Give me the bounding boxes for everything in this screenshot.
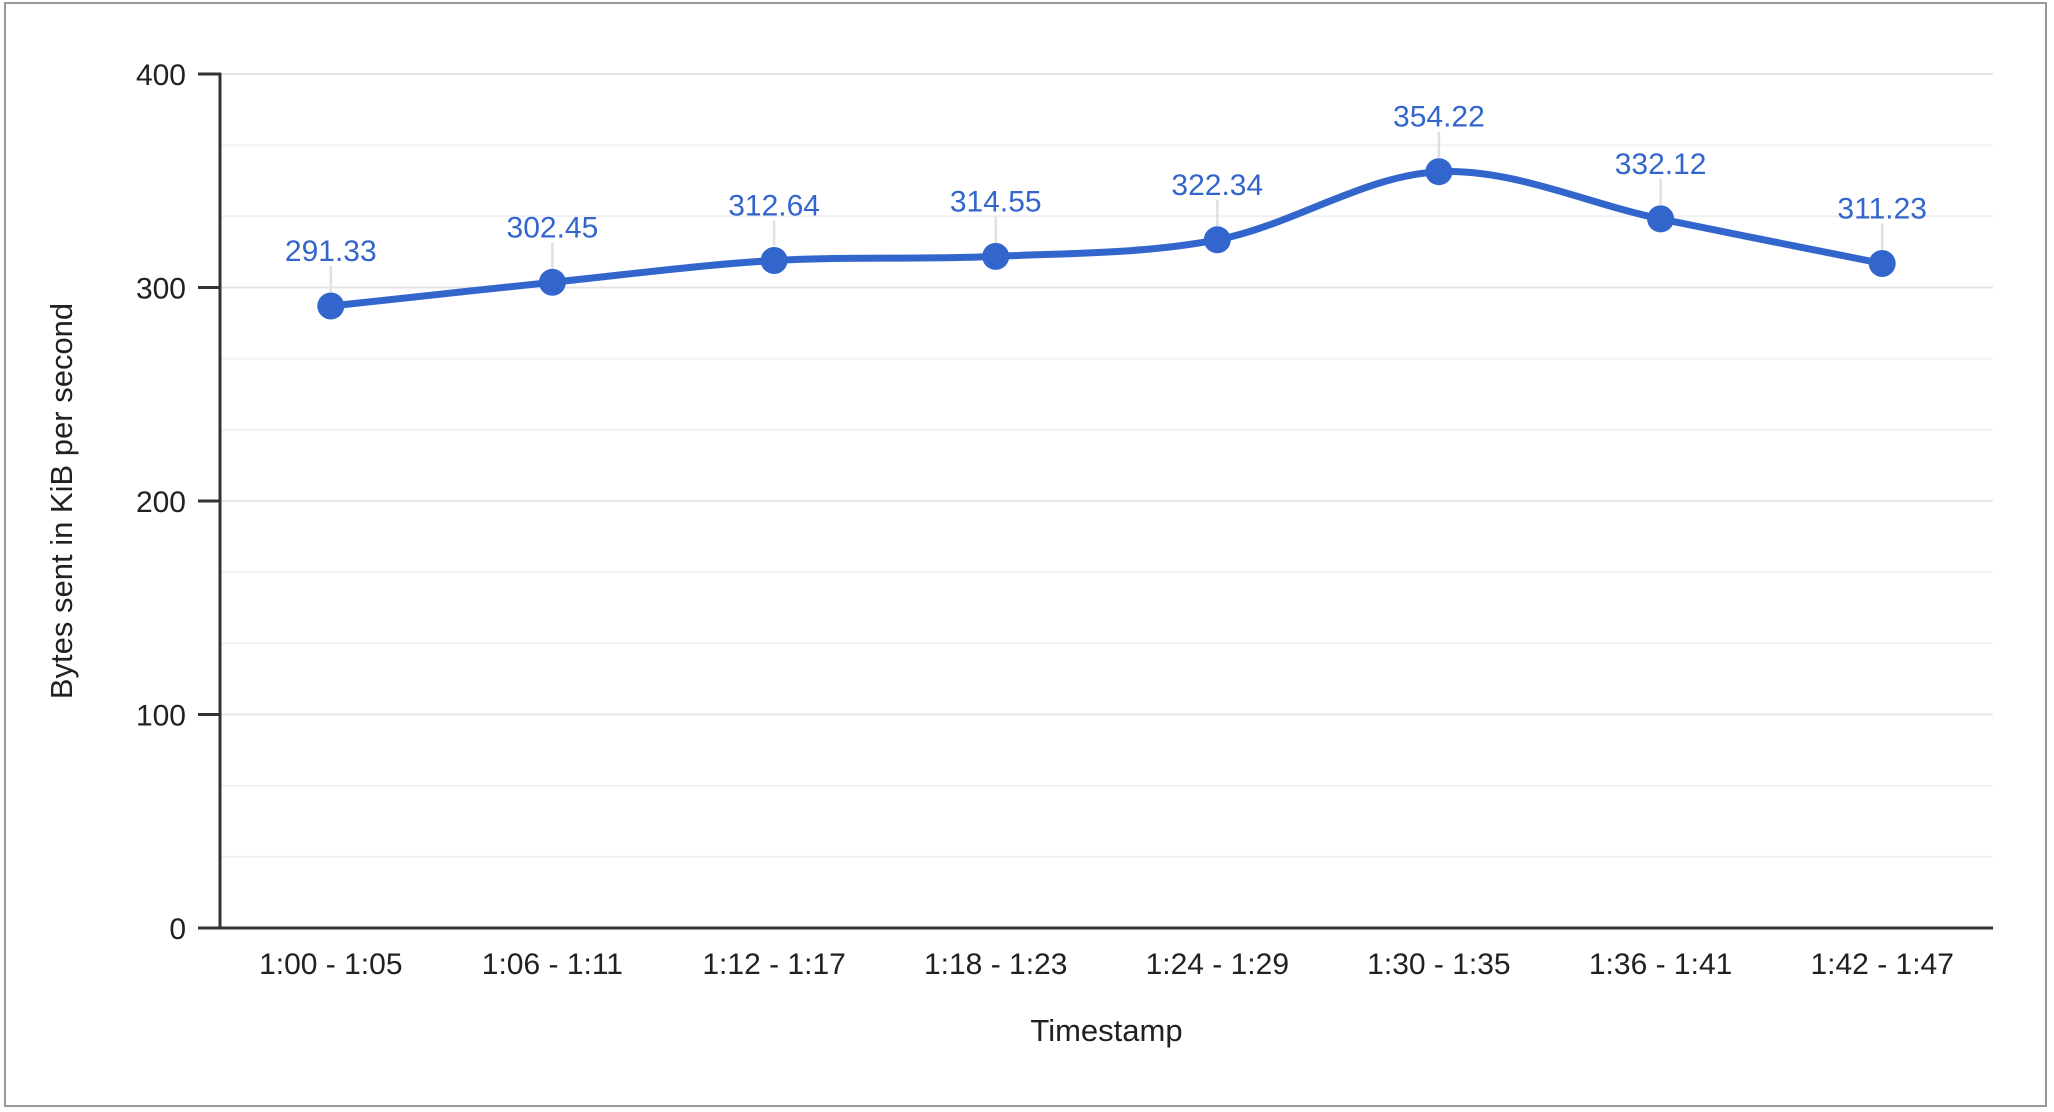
data-label-leader-lines [329, 131, 1884, 292]
x-axis-tick-label: 1:30 - 1:35 [1367, 948, 1510, 981]
series-line [327, 167, 1886, 310]
data-labels: 291.33 302.45 312.64 314.55 322.34 354.22 332.… [285, 101, 1927, 268]
y-axis-tick-labels: 0 100 200 300 400 [136, 59, 186, 946]
data-points [317, 158, 1896, 320]
data-point[interactable] [1203, 226, 1231, 254]
data-point[interactable] [1425, 158, 1453, 186]
series-path [327, 167, 1886, 310]
x-axis-tick-label: 1:42 - 1:47 [1810, 948, 1953, 981]
y-axis-title: Bytes sent in KiB per second [44, 303, 79, 699]
axes [198, 72, 1993, 930]
x-axis-tick-labels: 1:00 - 1:05 1:06 - 1:11 1:12 - 1:17 1:18 - … [259, 948, 1954, 981]
y-axis-tick-label: 400 [136, 59, 186, 92]
data-label: 311.23 [1837, 193, 1927, 226]
x-axis-tick-label: 1:00 - 1:05 [259, 948, 402, 981]
data-point[interactable] [538, 268, 566, 296]
x-axis-tick-label: 1:06 - 1:11 [482, 948, 623, 981]
data-point[interactable] [982, 242, 1010, 270]
data-label: 322.34 [1171, 169, 1263, 202]
y-axis-tick-label: 100 [136, 700, 186, 733]
x-axis-title: Timestamp [1030, 1013, 1182, 1048]
y-axis-tick-label: 200 [136, 486, 186, 519]
data-label: 302.45 [507, 211, 599, 244]
x-axis-tick-label: 1:36 - 1:41 [1589, 948, 1732, 981]
data-point[interactable] [317, 292, 345, 320]
data-label: 291.33 [285, 235, 377, 268]
data-label: 314.55 [950, 185, 1042, 218]
x-axis-tick-label: 1:24 - 1:29 [1146, 948, 1289, 981]
y-axis-tick-label: 300 [136, 273, 186, 306]
data-point[interactable] [1868, 250, 1896, 277]
y-axis-tick-label: 0 [169, 913, 186, 946]
data-label: 354.22 [1393, 101, 1485, 134]
x-axis-tick-label: 1:12 - 1:17 [702, 948, 845, 981]
minor-gridlines [220, 144, 1993, 858]
data-point[interactable] [1647, 205, 1675, 233]
x-axis-tick-label: 1:18 - 1:23 [924, 948, 1067, 981]
data-label: 332.12 [1615, 148, 1707, 181]
major-gridlines [220, 73, 1993, 716]
data-label: 312.64 [728, 190, 820, 223]
data-point[interactable] [760, 247, 788, 274]
